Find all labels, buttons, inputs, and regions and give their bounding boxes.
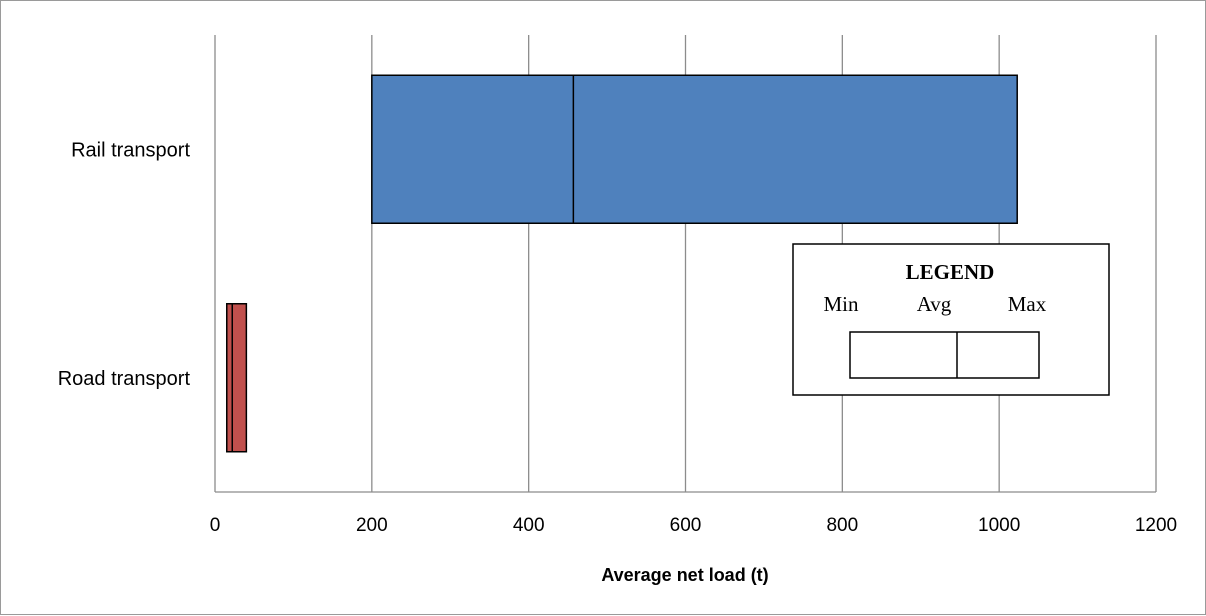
legend-label-max: Max — [1008, 292, 1047, 316]
legend-sample-box — [849, 331, 1040, 379]
x-axis-title: Average net load (t) — [601, 565, 768, 585]
x-tick-label-600: 600 — [670, 515, 702, 536]
x-tick-label-400: 400 — [513, 515, 545, 536]
legend-title: LEGEND — [906, 260, 995, 284]
x-tick-label-200: 200 — [356, 515, 388, 536]
bar-min-max-rail — [371, 74, 1018, 224]
category-label-road: Road transport — [58, 368, 191, 390]
legend-label-min: Min — [823, 292, 859, 316]
x-tick-label-1200: 1200 — [1135, 515, 1177, 536]
bar-min-max-road — [226, 303, 248, 453]
x-tick-label-1000: 1000 — [978, 515, 1020, 536]
category-label-rail: Rail transport — [71, 139, 190, 161]
y-axis-categories: Rail transport Road transport — [58, 139, 191, 390]
x-axis-ticks: 0 200 400 600 800 1000 1200 — [210, 515, 1177, 536]
legend: LEGEND Min Avg Max — [792, 243, 1110, 396]
x-tick-label-800: 800 — [826, 515, 858, 536]
bars — [226, 74, 1018, 453]
legend-label-avg: Avg — [917, 292, 952, 316]
x-tick-label-0: 0 — [210, 515, 221, 536]
